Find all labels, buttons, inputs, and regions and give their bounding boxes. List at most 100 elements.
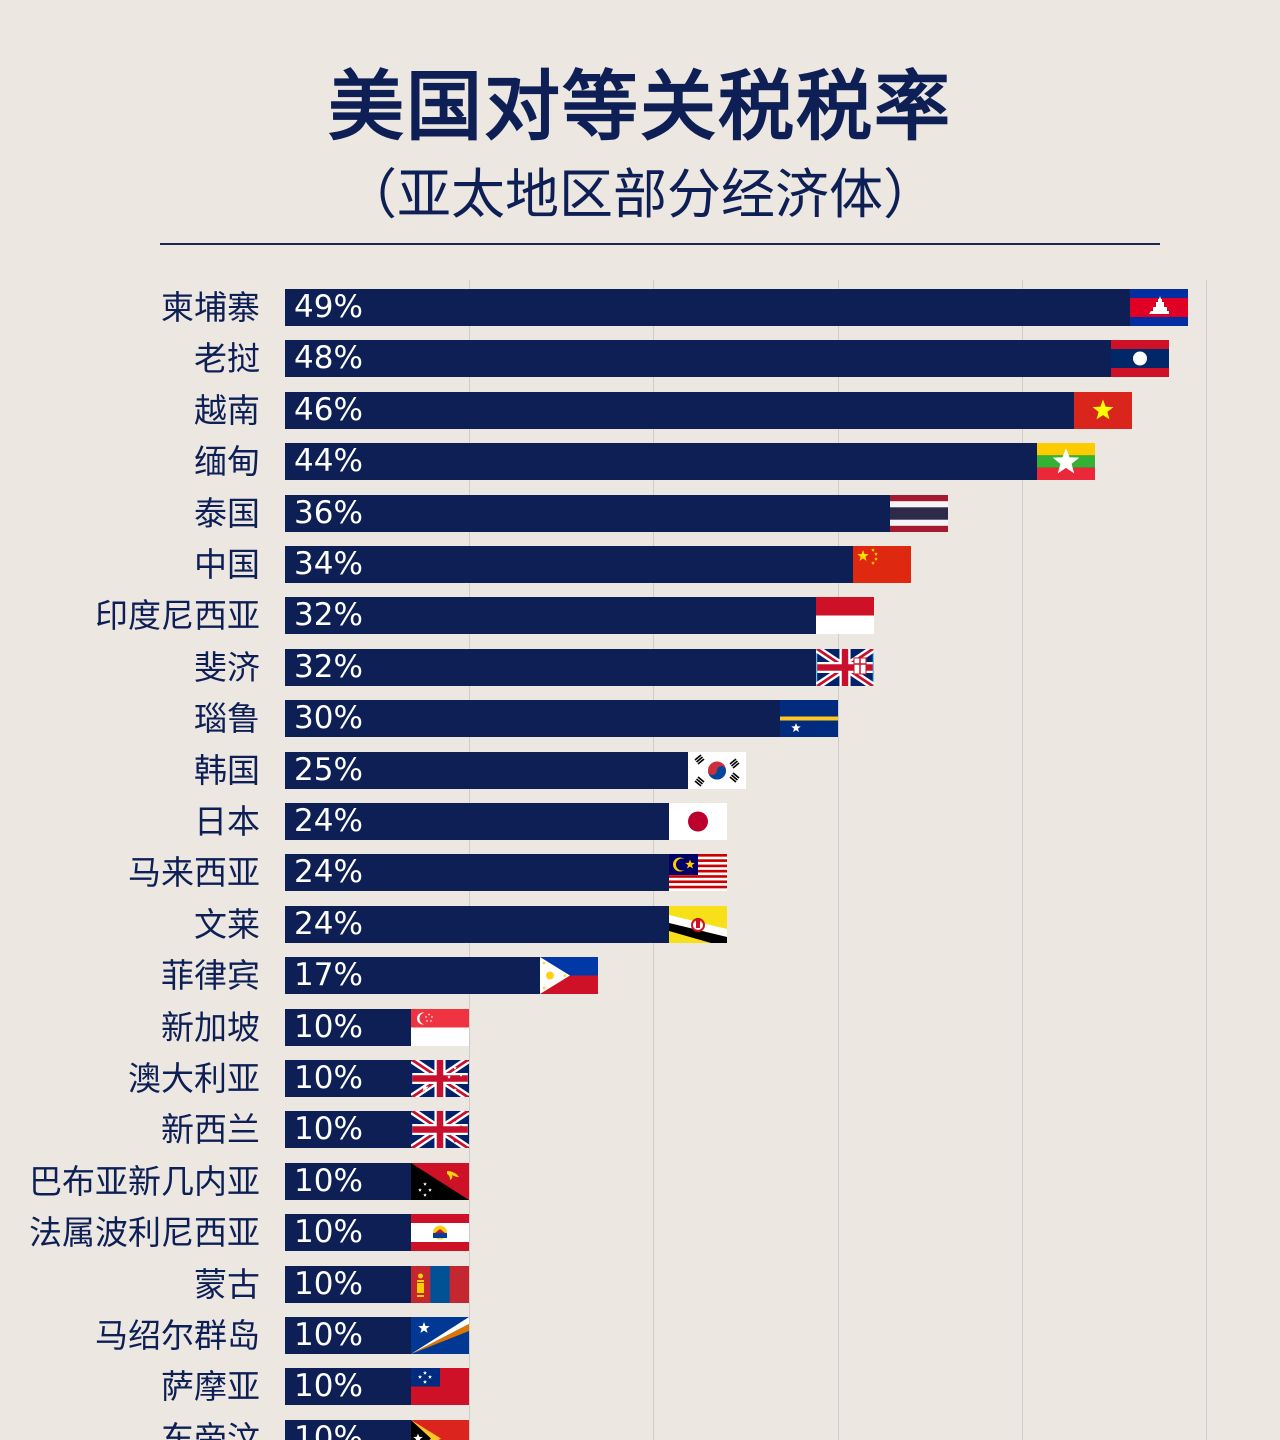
- bar-row: 新西兰 10%: [0, 1111, 1280, 1151]
- bar: [285, 443, 1095, 480]
- chart-subtitle: （亚太地区部分经济体）: [343, 163, 937, 226]
- mongolia-flag-icon: [411, 1266, 469, 1303]
- category-label: 菲律宾: [161, 956, 260, 995]
- timor-leste-flag-icon: [411, 1420, 469, 1440]
- bar-row: 越南 46%: [0, 392, 1280, 432]
- bar: [285, 700, 838, 737]
- bar-row: 瑙鲁 30%: [0, 700, 1280, 740]
- category-label: 瑙鲁: [194, 699, 260, 738]
- data-label: 17%: [294, 957, 363, 993]
- category-label: 巴布亚新几内亚: [29, 1162, 260, 1201]
- data-label: 32%: [294, 649, 363, 685]
- x-gridline: [1206, 280, 1207, 1440]
- bar-row: 老挝 48%: [0, 340, 1280, 380]
- category-label: 文莱: [194, 905, 260, 944]
- bar: [285, 495, 948, 532]
- data-label: 44%: [294, 443, 363, 479]
- fiji-flag-icon: [816, 649, 874, 686]
- brunei-flag-icon: [669, 906, 727, 943]
- korea-flag-icon: [688, 752, 746, 789]
- category-label: 斐济: [194, 648, 260, 687]
- bar-row: 缅甸 44%: [0, 443, 1280, 483]
- bar: [285, 649, 874, 686]
- data-label: 46%: [294, 392, 363, 428]
- chart-title: 美国对等关税税率: [328, 62, 952, 151]
- category-label: 印度尼西亚: [95, 596, 260, 635]
- data-label: 10%: [294, 1111, 363, 1147]
- vietnam-flag-icon: [1074, 392, 1132, 429]
- bar-row: 中国 34%: [0, 546, 1280, 586]
- bar: [285, 803, 727, 840]
- category-label: 马绍尔群岛: [95, 1316, 260, 1355]
- bar-row: 泰国 36%: [0, 495, 1280, 535]
- category-label: 澳大利亚: [128, 1059, 260, 1098]
- laos-flag-icon: [1111, 340, 1169, 377]
- philippines-flag-icon: [540, 957, 598, 994]
- bar-row: 马绍尔群岛 10%: [0, 1317, 1280, 1357]
- data-label: 30%: [294, 700, 363, 736]
- bar: [285, 752, 746, 789]
- singapore-flag-icon: [411, 1009, 469, 1046]
- category-label: 蒙古: [194, 1265, 260, 1304]
- data-label: 32%: [294, 597, 363, 633]
- category-label: 东帝汶: [161, 1419, 260, 1440]
- data-label: 10%: [294, 1368, 363, 1404]
- bar: [285, 546, 911, 583]
- data-label: 24%: [294, 803, 363, 839]
- category-label: 缅甸: [194, 442, 260, 481]
- data-label: 10%: [294, 1163, 363, 1199]
- bar-row: 蒙古 10%: [0, 1266, 1280, 1306]
- data-label: 34%: [294, 546, 363, 582]
- french-polynesia-flag-icon: [411, 1214, 469, 1251]
- bar-row: 东帝汶 10%: [0, 1420, 1280, 1440]
- indonesia-flag-icon: [816, 597, 874, 634]
- bar-row: 新加坡 10%: [0, 1009, 1280, 1049]
- category-label: 萨摩亚: [161, 1367, 260, 1406]
- japan-flag-icon: [669, 803, 727, 840]
- bar: [285, 854, 727, 891]
- bar-row: 印度尼西亚 32%: [0, 597, 1280, 637]
- bar: [285, 289, 1188, 326]
- new-zealand-flag-icon: [411, 1111, 469, 1148]
- bar-row: 巴布亚新几内亚 10%: [0, 1163, 1280, 1203]
- australia-flag-icon: [411, 1060, 469, 1097]
- bar-row: 文莱 24%: [0, 906, 1280, 946]
- cambodia-flag-icon: [1130, 289, 1188, 326]
- data-label: 49%: [294, 289, 363, 325]
- bar-row: 萨摩亚 10%: [0, 1368, 1280, 1408]
- data-label: 10%: [294, 1266, 363, 1302]
- bar: [285, 906, 727, 943]
- thailand-flag-icon: [890, 495, 948, 532]
- category-label: 法属波利尼西亚: [29, 1213, 260, 1252]
- bar: [285, 392, 1132, 429]
- papua-new-guinea-flag-icon: [411, 1163, 469, 1200]
- x-gridline: [838, 280, 839, 1440]
- data-label: 36%: [294, 495, 363, 531]
- bar-row: 马来西亚 24%: [0, 854, 1280, 894]
- data-label: 48%: [294, 340, 363, 376]
- data-label: 10%: [294, 1060, 363, 1096]
- data-label: 10%: [294, 1009, 363, 1045]
- category-label: 日本: [194, 802, 260, 841]
- data-label: 10%: [294, 1317, 363, 1353]
- title-divider: [160, 243, 1160, 245]
- data-label: 25%: [294, 752, 363, 788]
- china-flag-icon: [853, 546, 911, 583]
- category-label: 越南: [194, 391, 260, 430]
- bar-row: 法属波利尼西亚 10%: [0, 1214, 1280, 1254]
- category-label: 中国: [194, 545, 260, 584]
- category-label: 马来西亚: [128, 853, 260, 892]
- bar-row: 日本 24%: [0, 803, 1280, 843]
- marshall-islands-flag-icon: [411, 1317, 469, 1354]
- samoa-flag-icon: [411, 1368, 469, 1405]
- data-label: 10%: [294, 1214, 363, 1250]
- category-label: 柬埔寨: [161, 288, 260, 327]
- data-label: 24%: [294, 854, 363, 890]
- bar-row: 斐济 32%: [0, 649, 1280, 689]
- category-label: 新西兰: [161, 1110, 260, 1149]
- category-label: 泰国: [194, 494, 260, 533]
- bar-row: 韩国 25%: [0, 752, 1280, 792]
- category-label: 老挝: [194, 339, 260, 378]
- bar-row: 澳大利亚 10%: [0, 1060, 1280, 1100]
- bar: [285, 597, 874, 634]
